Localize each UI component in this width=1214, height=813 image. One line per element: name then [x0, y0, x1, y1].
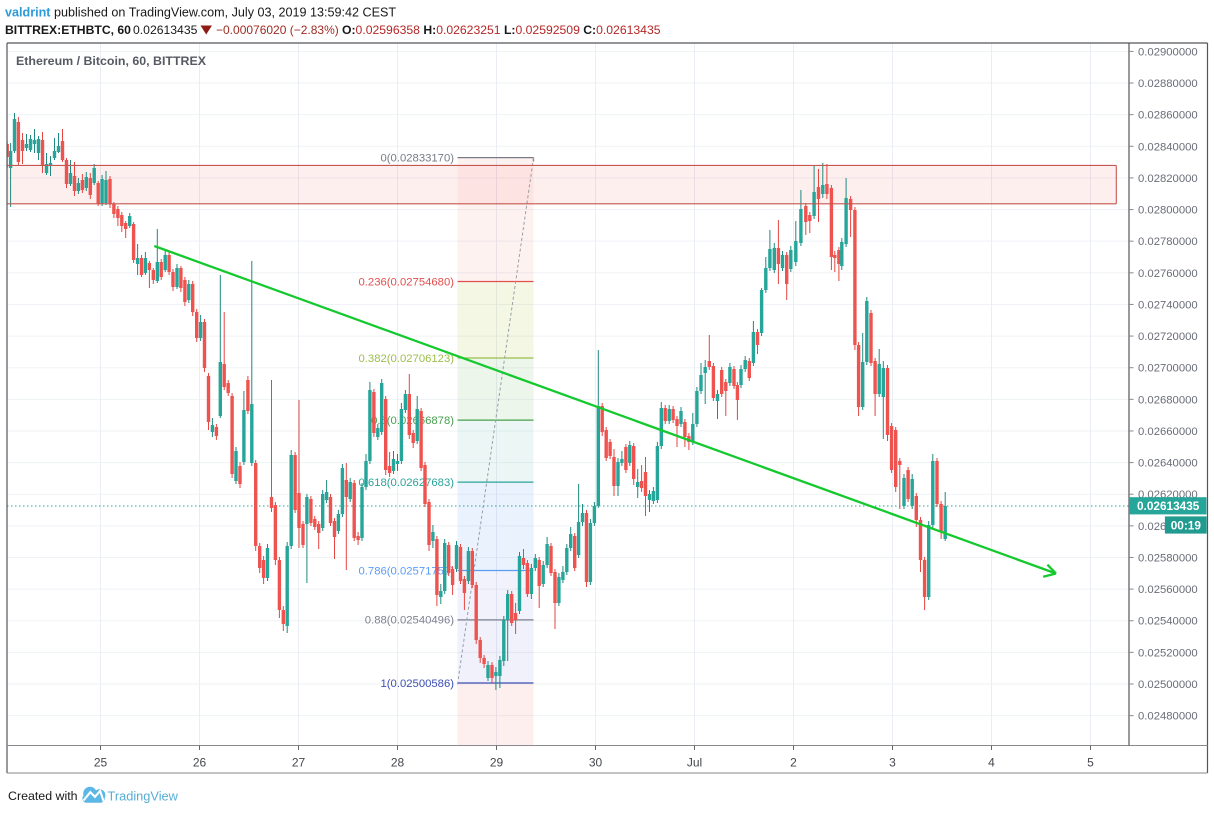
svg-text:0.02700000: 0.02700000: [1138, 363, 1198, 375]
svg-text:0.02800000: 0.02800000: [1138, 205, 1198, 217]
svg-text:28: 28: [391, 756, 405, 770]
svg-text:0.02480000: 0.02480000: [1138, 711, 1198, 723]
svg-text:0.02780000: 0.02780000: [1138, 236, 1198, 248]
svg-text:0.02760000: 0.02760000: [1138, 268, 1198, 280]
svg-text:0.88(0.02540496): 0.88(0.02540496): [365, 615, 454, 627]
svg-text:3: 3: [889, 756, 896, 770]
svg-text:0.02740000: 0.02740000: [1138, 299, 1198, 311]
svg-text:0.02880000: 0.02880000: [1138, 78, 1198, 90]
svg-text:25: 25: [94, 756, 108, 770]
svg-text:4: 4: [988, 756, 995, 770]
svg-text:1(0.02500586): 1(0.02500586): [381, 678, 455, 690]
svg-text:0.02680000: 0.02680000: [1138, 394, 1198, 406]
svg-text:5: 5: [1087, 756, 1094, 770]
svg-text:O:0.02596358 H:0.02623251 L:0.: O:0.02596358 H:0.02623251 L:0.02592509 C…: [342, 23, 661, 37]
svg-text:26: 26: [193, 756, 207, 770]
svg-text:0.5(0.02666878): 0.5(0.02666878): [371, 415, 454, 427]
svg-text:2: 2: [790, 756, 797, 770]
svg-text:0.02860000: 0.02860000: [1138, 110, 1198, 122]
svg-text:0.02613435: 0.02613435: [1137, 499, 1200, 513]
svg-text:0.02613435: 0.02613435: [133, 23, 198, 37]
svg-text:0.02820000: 0.02820000: [1138, 173, 1198, 185]
svg-text:0.02560000: 0.02560000: [1138, 584, 1198, 596]
svg-text:−0.00076020 (−2.83%): −0.00076020 (−2.83%): [216, 23, 339, 37]
svg-text:0.02840000: 0.02840000: [1138, 141, 1198, 153]
svg-text:0.02500000: 0.02500000: [1138, 679, 1198, 691]
svg-text:0.236(0.02754680): 0.236(0.02754680): [359, 276, 455, 288]
svg-text:0.02580000: 0.02580000: [1138, 552, 1198, 564]
svg-text:27: 27: [292, 756, 306, 770]
svg-text:0.02520000: 0.02520000: [1138, 647, 1198, 659]
svg-text:published on TradingView.com,: published on TradingView.com, July 03, 2…: [54, 6, 396, 20]
svg-text:Jul: Jul: [687, 756, 702, 770]
svg-text:30: 30: [589, 756, 603, 770]
svg-text:Ethereum / Bitcoin, 60, BITTRE: Ethereum / Bitcoin, 60, BITTREX: [16, 54, 207, 68]
svg-text:0.618(0.02627683): 0.618(0.02627683): [359, 477, 455, 489]
svg-text:29: 29: [490, 756, 504, 770]
svg-text:0.02640000: 0.02640000: [1138, 458, 1198, 470]
svg-text:BITTREX:ETHBTC, 60: BITTREX:ETHBTC, 60: [5, 23, 131, 37]
svg-text:valdrint: valdrint: [5, 6, 51, 20]
svg-text:0.02900000: 0.02900000: [1138, 46, 1198, 58]
svg-text:0(0.02833170): 0(0.02833170): [381, 152, 455, 164]
svg-text:Created with: Created with: [8, 789, 78, 803]
svg-text:0.382(0.02706123): 0.382(0.02706123): [359, 353, 455, 365]
svg-text:0.786(0.02571759): 0.786(0.02571759): [359, 565, 455, 577]
svg-text:0.02660000: 0.02660000: [1138, 426, 1198, 438]
svg-text:0.02540000: 0.02540000: [1138, 616, 1198, 628]
svg-text:TradingView: TradingView: [108, 789, 179, 804]
svg-text:00:19: 00:19: [1171, 518, 1202, 532]
svg-text:0.02720000: 0.02720000: [1138, 331, 1198, 343]
